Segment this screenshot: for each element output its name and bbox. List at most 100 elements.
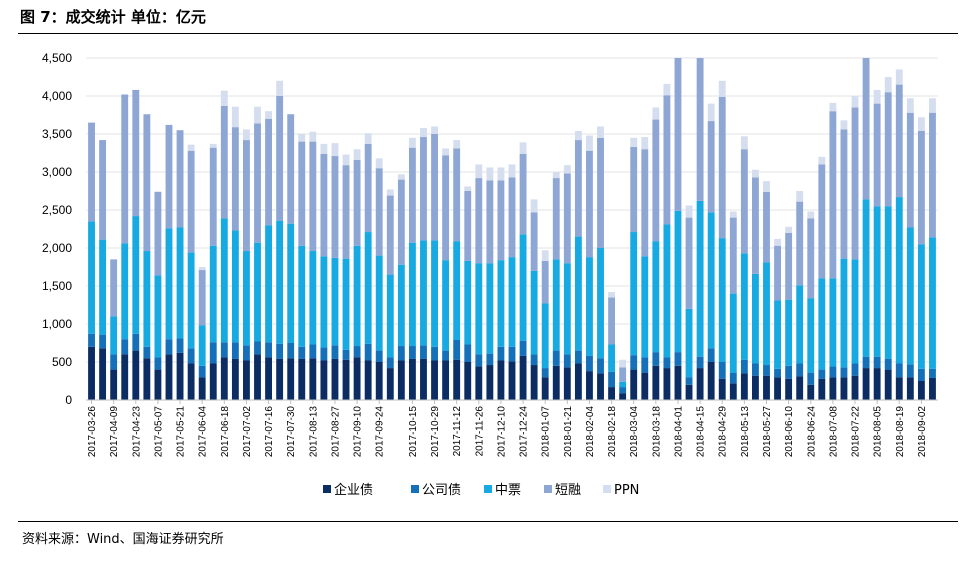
bar-segment (165, 339, 173, 355)
bar-segment (243, 345, 250, 361)
bar-stack (265, 111, 273, 400)
bar-segment (254, 354, 261, 400)
bar-segment (785, 365, 793, 379)
bar-stack (630, 137, 638, 400)
legend-swatch (323, 485, 331, 493)
bar-segment (198, 325, 206, 366)
bar-stack (674, 58, 682, 400)
bar-segment (530, 212, 538, 271)
bar-segment (895, 69, 903, 85)
bar-segment (917, 244, 925, 369)
bar-segment (497, 180, 505, 261)
bar-segment (873, 89, 881, 104)
bar-stack (420, 127, 427, 400)
bar-segment (231, 358, 239, 400)
bar-segment (763, 262, 770, 366)
bar-segment (165, 124, 173, 229)
x-tick-label: 2018-07-08 (828, 406, 839, 458)
legend-label: PPN (614, 483, 639, 498)
bar-segment (818, 164, 826, 279)
bar-segment (785, 378, 793, 400)
bar-segment (353, 357, 361, 400)
bar-stack (231, 106, 239, 400)
bar-segment (929, 237, 936, 369)
bar-segment (453, 148, 461, 242)
bar-segment (586, 150, 593, 258)
x-tick-label: 2017-10-29 (430, 406, 441, 458)
bar-segment (464, 191, 472, 261)
bar-segment (652, 365, 660, 400)
bar-segment (165, 228, 173, 340)
x-tick-label: 2017-12-10 (496, 406, 507, 458)
bar-segment (586, 371, 593, 400)
bar-segment (331, 358, 339, 400)
bar-stack (685, 205, 693, 400)
bar-segment (663, 224, 671, 358)
bar-segment (508, 164, 516, 178)
bar-segment (464, 260, 472, 345)
bar-segment (696, 58, 704, 201)
bar-segment (364, 232, 372, 344)
bar-segment (563, 173, 571, 264)
bar-segment (751, 363, 759, 376)
bar-segment (740, 359, 748, 374)
bar-segment (619, 381, 627, 388)
legend-swatch (603, 485, 611, 493)
bar-segment (342, 359, 350, 400)
bar-segment (99, 334, 107, 349)
bar-segment (431, 134, 438, 241)
bar-segment (254, 242, 261, 342)
bar-segment (873, 368, 881, 400)
bar-segment (231, 106, 239, 128)
bar-segment (895, 84, 903, 198)
bar-segment (630, 355, 638, 370)
bar-segment (386, 195, 394, 275)
bar-segment (475, 354, 483, 367)
bar-stack (132, 89, 140, 400)
bar-segment (209, 147, 217, 246)
bar-segment (508, 361, 516, 400)
bar-segment (254, 123, 261, 243)
bar-segment (530, 270, 538, 355)
bar-segment (552, 178, 560, 260)
bar-segment (88, 122, 95, 222)
bar-segment (818, 278, 826, 370)
bar-segment (917, 117, 925, 131)
bar-segment (320, 347, 328, 361)
bar-segment (364, 360, 372, 400)
bar-segment (685, 384, 693, 400)
bar-segment (619, 359, 627, 368)
bar-segment (176, 338, 184, 353)
bar-segment (763, 191, 770, 263)
bar-segment (287, 343, 295, 359)
bar-segment (99, 140, 107, 240)
legend-item: 短融 (544, 483, 581, 498)
x-tick-label: 2017-08-27 (330, 406, 341, 458)
y-tick-label: 3,500 (42, 127, 72, 141)
bar-segment (342, 349, 350, 360)
bar-segment (231, 230, 239, 343)
legend-swatch (544, 485, 552, 493)
bar-segment (840, 120, 848, 130)
legend-label: 企业债 (334, 482, 373, 498)
bar-segment (796, 376, 804, 400)
bar-stack (530, 199, 538, 400)
bar-segment (375, 362, 383, 400)
bar-segment (785, 232, 793, 300)
bar-segment (298, 141, 306, 246)
bar-stack (718, 80, 726, 400)
bar-segment (121, 339, 129, 355)
x-axis: 2017-03-26 2017-04-09 2017-04-23 2017-05-07… (86, 399, 938, 458)
x-tick-label: 2018-06-24 (806, 406, 817, 458)
y-tick-label: 4,000 (42, 89, 72, 103)
bar-segment (243, 140, 250, 252)
bar-segment (796, 285, 804, 364)
bar-stack (353, 149, 361, 400)
bar-segment (774, 368, 781, 378)
bar-segment (663, 368, 671, 400)
x-tick-label: 2017-09-10 (353, 406, 364, 458)
bar-segment (475, 164, 483, 179)
bar-stack (121, 94, 129, 400)
bar-segment (110, 259, 118, 317)
bar-segment (132, 350, 140, 400)
